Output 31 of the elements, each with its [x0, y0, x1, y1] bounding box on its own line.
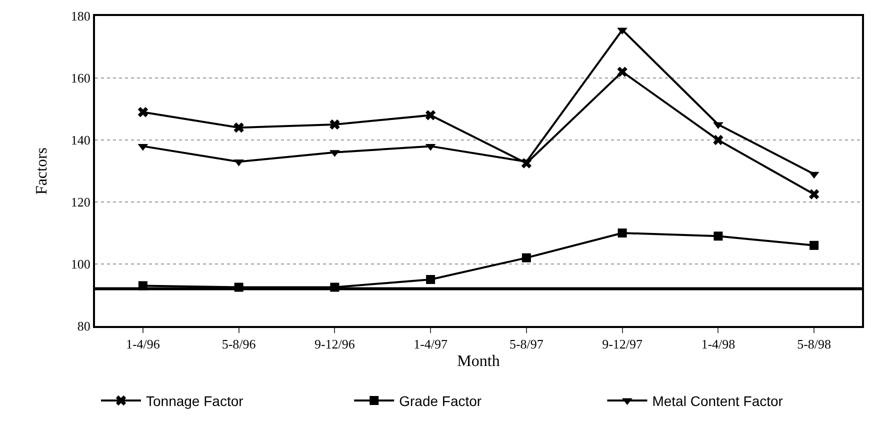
x-tick-label: 1-4/98 — [701, 336, 736, 352]
point — [138, 107, 148, 118]
x-tick-label: 9-12/96 — [314, 336, 356, 352]
y-tick-label: 180 — [70, 8, 90, 24]
legend-label: Grade Factor — [399, 392, 482, 409]
y-tick-label: 140 — [70, 132, 90, 148]
point — [714, 232, 723, 241]
x-axis-title: Month — [457, 352, 500, 370]
point — [426, 275, 436, 284]
point — [808, 189, 820, 200]
legend-label: Metal Content Factor — [652, 392, 784, 409]
point — [522, 253, 531, 262]
point — [713, 134, 724, 146]
x-tick-label: 5-8/96 — [222, 336, 256, 352]
y-tick-label: 160 — [70, 70, 90, 86]
x-tick-label: 5-8/98 — [797, 336, 832, 352]
point — [617, 66, 628, 77]
x-tick-label: 1-4/97 — [414, 336, 448, 352]
y-tick-label: 100 — [70, 256, 90, 272]
y-axis-title: Factors — [33, 147, 50, 195]
y-tick-label: 80 — [77, 318, 90, 334]
y-tick-label: 120 — [70, 194, 90, 210]
point — [810, 240, 819, 250]
point — [425, 110, 436, 120]
point — [234, 122, 244, 133]
point — [330, 119, 340, 130]
point — [618, 228, 627, 238]
x-tick-label: 5-8/97 — [509, 336, 544, 352]
legend-label: Tonnage Factor — [146, 392, 244, 409]
x-tick-label: 1-4/96 — [126, 336, 160, 352]
x-tick-label: 9-12/97 — [602, 336, 644, 352]
